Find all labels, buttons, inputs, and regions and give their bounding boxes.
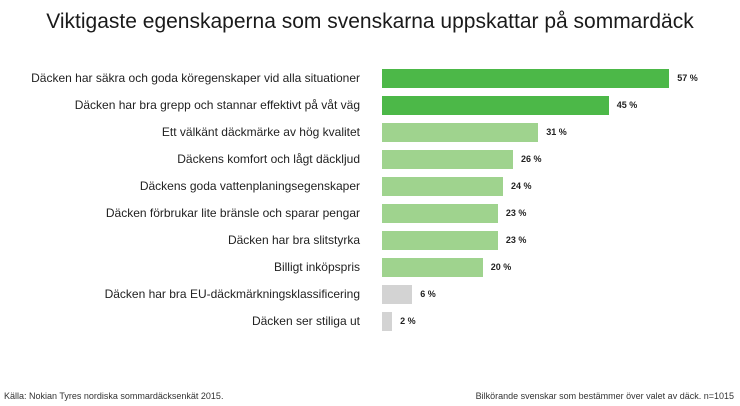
bar [382, 285, 413, 304]
value-label: 6 % [420, 289, 436, 299]
category-label: Däcken förbrukar lite bränsle och sparar… [105, 206, 360, 220]
bar [382, 177, 503, 196]
bar [382, 123, 539, 142]
bar [382, 204, 498, 223]
source-note: Källa: Nokian Tyres nordiska sommardäcks… [4, 391, 224, 401]
value-label: 20 % [490, 262, 512, 272]
category-label: Billigt inköpspris [273, 260, 360, 274]
chart-title: Viktigaste egenskaperna som svenskarna u… [46, 10, 694, 33]
value-label: 23 % [505, 208, 527, 218]
bar [382, 231, 498, 250]
value-label: 2 % [400, 316, 416, 326]
bar [382, 312, 393, 331]
category-label: Däckens goda vattenplaningsegenskaper [139, 179, 360, 193]
category-label: Däckens komfort och lågt däckljud [177, 152, 360, 166]
bar [382, 96, 609, 115]
category-label: Däcken har bra EU-däckmärkningsklassific… [104, 287, 360, 301]
value-label: 24 % [510, 181, 532, 191]
category-label: Ett välkänt däckmärke av hög kvalitet [161, 125, 360, 139]
value-label: 57 % [677, 73, 698, 83]
category-label: Däcken har bra grepp och stannar effekti… [74, 98, 360, 112]
category-label: Däcken har bra slitstyrka [227, 233, 360, 247]
category-label: Däcken har säkra och goda köregenskaper … [31, 71, 360, 85]
bar [382, 150, 514, 169]
value-label: 31 % [546, 127, 567, 137]
sample-note: Bilkörande svenskar som bestämmer över v… [475, 391, 734, 401]
value-label: 26 % [521, 154, 542, 164]
value-label: 45 % [616, 100, 638, 110]
bar [382, 69, 670, 88]
bar [382, 258, 483, 277]
value-label: 23 % [505, 235, 527, 245]
category-label: Däcken ser stiliga ut [251, 314, 360, 328]
